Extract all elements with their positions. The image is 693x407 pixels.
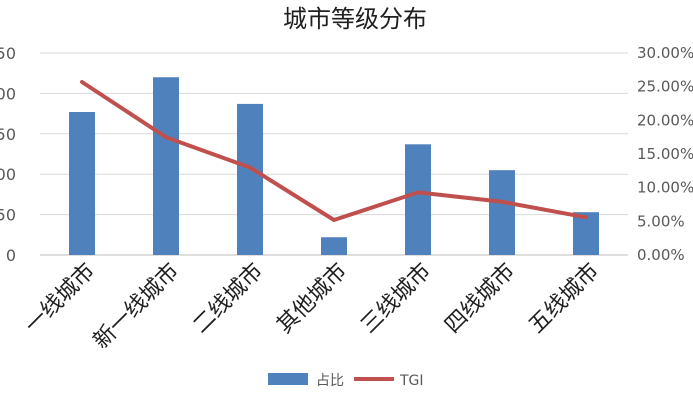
bar <box>237 104 263 255</box>
bar-series <box>69 77 599 255</box>
left-tick-label: 50 <box>0 206 16 225</box>
category-label: 五线城市 <box>524 259 604 339</box>
right-tick-label: 10.00% <box>637 179 693 197</box>
right-tick-label: 20.00% <box>637 111 693 129</box>
right-axis-ticks: 0.00% 5.00% 10.00% 15.00% 20.00% 25.00% 30.00% <box>637 44 693 264</box>
legend: 占比 TGI <box>268 373 424 389</box>
left-tick-label: 200 <box>0 84 16 103</box>
bar <box>321 237 347 255</box>
bar <box>69 112 95 255</box>
category-labels: 一线城市新一线城市二线城市其他城市三线城市四线城市五线城市 <box>20 259 604 354</box>
gridlines <box>40 53 628 255</box>
bar <box>489 170 515 255</box>
left-tick-label: 150 <box>0 125 16 144</box>
left-tick-label: 0 <box>6 246 16 265</box>
legend-label-line: TGI <box>399 373 424 389</box>
category-label: 三线城市 <box>356 259 436 339</box>
right-tick-label: 5.00% <box>637 212 685 230</box>
category-label: 其他城市 <box>272 259 352 339</box>
bar <box>405 144 431 255</box>
category-label: 二线城市 <box>188 259 268 339</box>
legend-label-bar: 占比 <box>316 373 344 389</box>
chart-title: 城市等级分布 <box>283 5 427 33</box>
right-tick-label: 15.00% <box>637 145 693 163</box>
category-label: 新一线城市 <box>89 259 184 354</box>
right-tick-label: 25.00% <box>637 78 693 96</box>
left-tick-label: 250 <box>0 44 16 63</box>
right-tick-label: 0.00% <box>637 246 685 264</box>
legend-swatch-bar <box>268 373 308 385</box>
left-axis-ticks: 0 50 100 150 200 250 <box>0 44 16 265</box>
category-label: 四线城市 <box>440 259 520 339</box>
bar <box>153 77 179 255</box>
right-tick-label: 30.00% <box>637 44 693 62</box>
left-tick-label: 100 <box>0 165 16 184</box>
category-label: 一线城市 <box>20 259 100 339</box>
